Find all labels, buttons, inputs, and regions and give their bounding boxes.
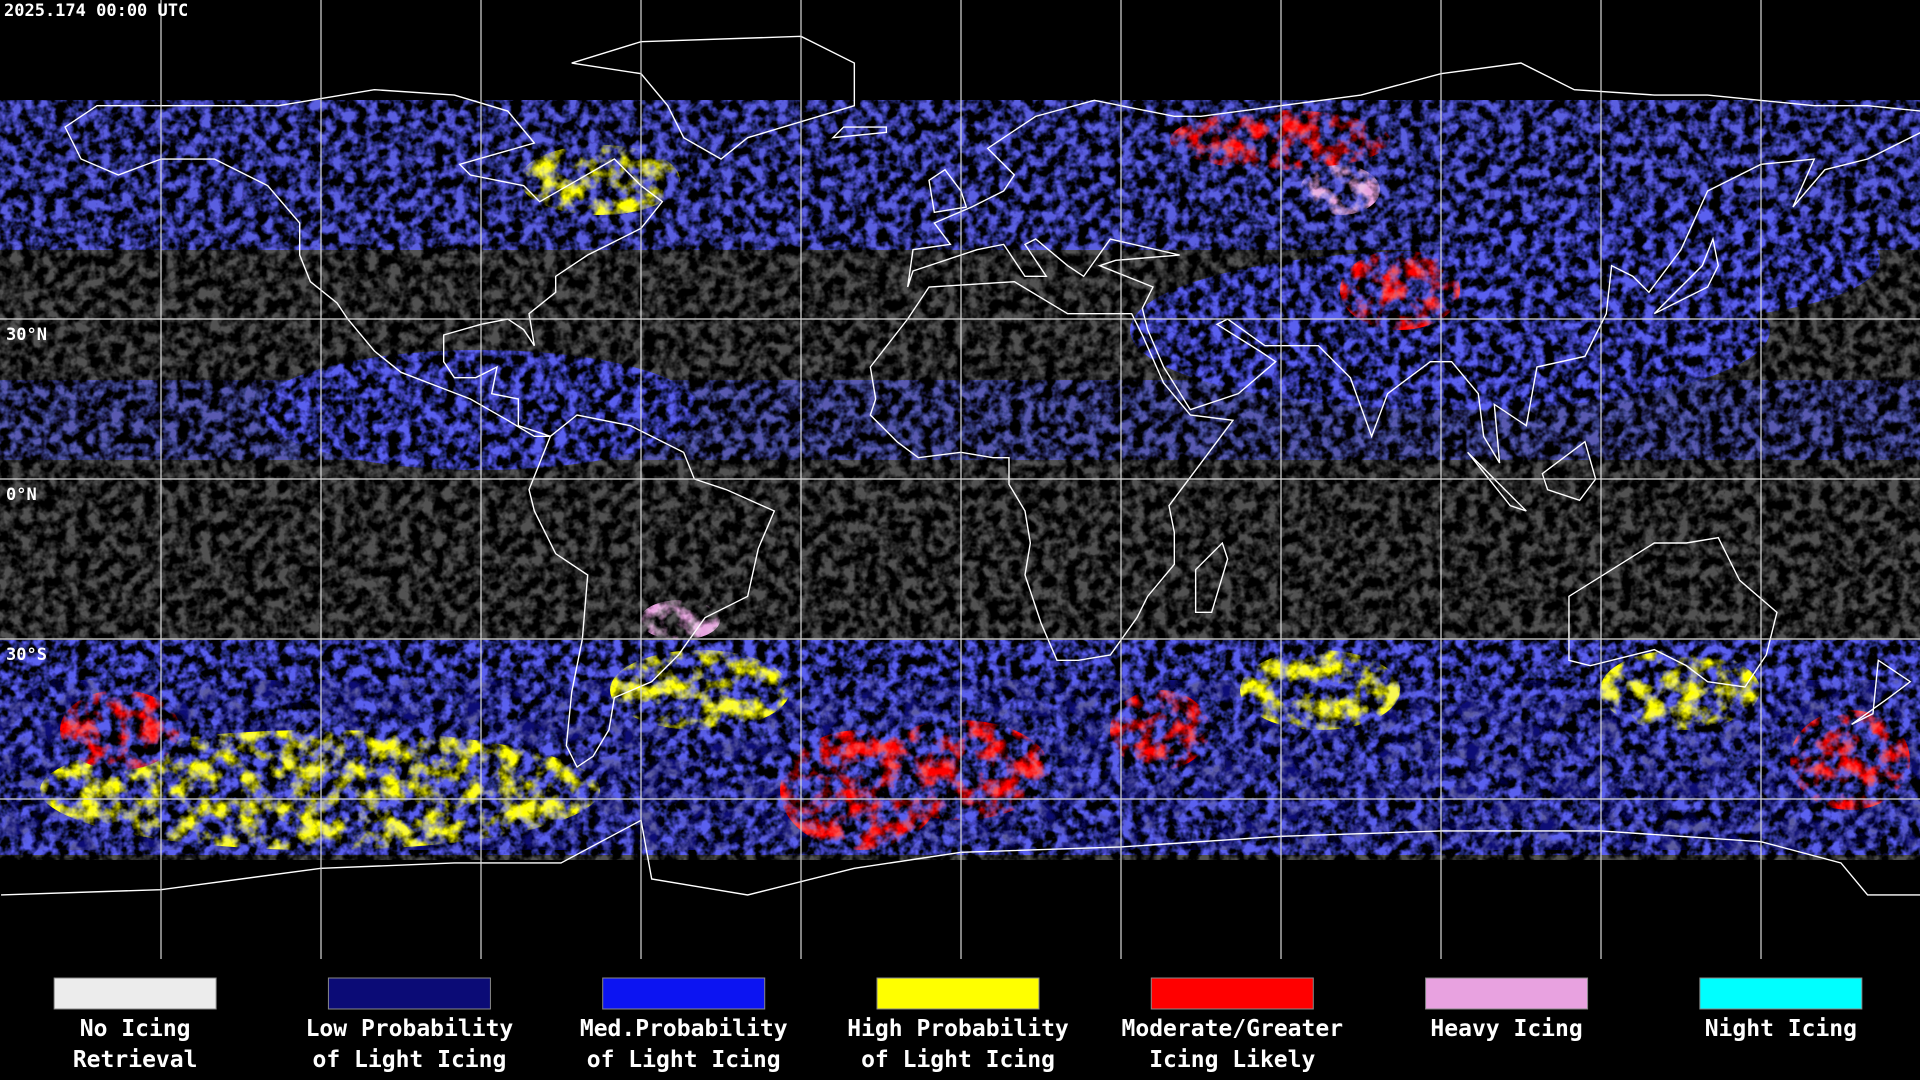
legend-label: Low Probability bbox=[306, 1016, 514, 1042]
graticule bbox=[0, 0, 1920, 959]
legend-label: Heavy Icing bbox=[1430, 1016, 1582, 1042]
legend-swatch bbox=[876, 977, 1040, 1010]
legend-swatch bbox=[602, 977, 766, 1010]
coastlines bbox=[1, 36, 1920, 895]
lat-label: 30°S bbox=[6, 645, 47, 665]
legend-label: No Icing bbox=[80, 1016, 191, 1042]
legend-swatch bbox=[1699, 977, 1863, 1010]
lat-label: 30°N bbox=[6, 325, 47, 345]
legend: No Icing Retrieval Low Probability of Light… bbox=[53, 977, 1863, 1073]
legend-swatch bbox=[53, 977, 217, 1010]
legend-label: Med.Probability bbox=[580, 1016, 788, 1042]
legend-label: Icing Likely bbox=[1149, 1047, 1315, 1073]
legend-swatch bbox=[1425, 977, 1589, 1010]
legend-swatch bbox=[1150, 977, 1314, 1010]
legend-label: of Light Icing bbox=[312, 1047, 506, 1073]
legend-label: Retrieval bbox=[73, 1047, 198, 1073]
legend-label: of Light Icing bbox=[861, 1047, 1055, 1073]
legend-swatch bbox=[327, 977, 491, 1010]
legend-label: Moderate/Greater bbox=[1122, 1016, 1344, 1042]
icing-field bbox=[0, 100, 1920, 860]
legend-label: of Light Icing bbox=[587, 1047, 781, 1073]
lat-label: 0°N bbox=[6, 485, 37, 505]
legend-label: High Probability bbox=[847, 1016, 1069, 1042]
legend-label: Night Icing bbox=[1705, 1016, 1857, 1042]
timestamp: 2025.174 00:00 UTC bbox=[4, 1, 188, 21]
